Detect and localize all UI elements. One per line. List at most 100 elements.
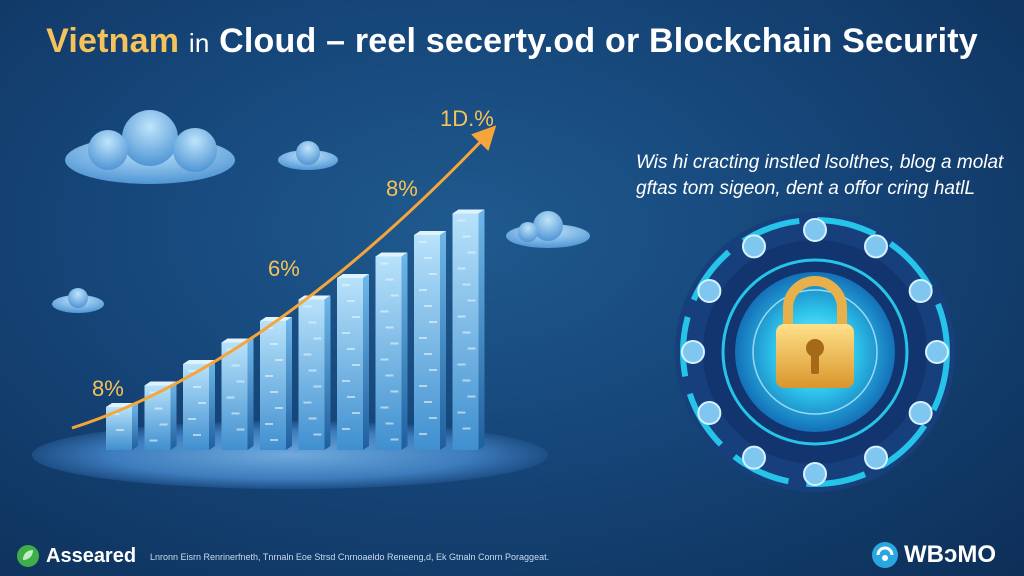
- bar-circuit-mark: [231, 364, 240, 367]
- bar-8: [375, 252, 408, 450]
- brand-left[interactable]: Asseared: [16, 544, 136, 568]
- bar-6: [298, 295, 331, 450]
- bar-circuit-mark: [313, 385, 322, 388]
- bar-circuit-mark: [303, 353, 312, 356]
- network-node-icon: [803, 218, 827, 242]
- bar-side: [132, 403, 138, 450]
- network-node-icon: [742, 445, 766, 470]
- cloud-icon: [506, 211, 590, 248]
- bar-circuit-mark: [467, 251, 476, 254]
- bar-circuit-mark: [188, 370, 196, 372]
- bar-circuit-mark: [193, 434, 201, 436]
- description-line: Wis hi cracting instled lsolthes, blog a…: [636, 152, 1004, 173]
- bar-circuit-mark: [419, 385, 427, 387]
- bar-4: [221, 338, 254, 450]
- bar-series: [106, 209, 485, 450]
- bar-circuit-mark: [149, 439, 158, 442]
- bar-top: [452, 209, 485, 214]
- bar-side: [286, 317, 292, 450]
- network-node-icon: [742, 234, 766, 259]
- title-highlight: Vietnam: [46, 22, 180, 60]
- bar-face: [414, 235, 440, 450]
- brand-right[interactable]: WBɔMO: [870, 540, 996, 570]
- network-node-icon: [864, 234, 888, 259]
- bar-circuit-mark: [467, 347, 476, 350]
- bar-circuit-mark: [270, 439, 278, 441]
- bar-circuit-mark: [429, 321, 437, 323]
- bar-circuit-mark: [193, 386, 201, 388]
- bar-face: [375, 256, 402, 450]
- bar-circuit-mark: [347, 396, 355, 398]
- bar-top: [414, 231, 446, 235]
- bar-circuit-mark: [380, 406, 389, 409]
- bar-circuit-mark: [462, 235, 471, 238]
- bar-side: [401, 252, 408, 450]
- page-title: Vietnam in Cloud – reel secerty.od or Bl…: [0, 22, 1024, 61]
- bar-circuit-mark: [342, 332, 350, 334]
- bar-top: [260, 317, 292, 321]
- network-node-icon: [864, 445, 888, 470]
- bar-circuit-mark: [347, 300, 355, 302]
- network-node-icon: [681, 340, 705, 364]
- network-node-icon: [908, 279, 933, 303]
- bar-side: [440, 231, 446, 450]
- bar-circuit-mark: [390, 294, 399, 297]
- bar-circuit-mark: [275, 359, 283, 361]
- bar-circuit-mark: [424, 305, 432, 307]
- bar-circuit-mark: [467, 299, 476, 302]
- bar-circuit-mark: [342, 380, 350, 382]
- description-line: gftas tom sigeon, dent a offor cring hat…: [636, 178, 976, 199]
- bar-7: [337, 274, 369, 450]
- bar-circuit-mark: [308, 369, 317, 372]
- bar-circuit-mark: [462, 331, 471, 334]
- bar-circuit-mark: [457, 363, 466, 366]
- bar-face: [260, 321, 286, 450]
- bar-circuit-mark: [198, 402, 206, 404]
- bar-9: [414, 231, 446, 450]
- bar-side: [209, 360, 215, 450]
- bar-circuit-mark: [154, 407, 163, 410]
- bar-circuit-mark: [116, 429, 124, 431]
- bar-side: [478, 209, 485, 450]
- bar-face: [221, 342, 248, 450]
- bar-circuit-mark: [457, 411, 466, 414]
- bar-circuit-mark: [457, 219, 466, 222]
- bar-top: [375, 252, 408, 257]
- annotation-label: 8%: [92, 376, 124, 401]
- network-node-icon: [925, 340, 949, 364]
- bar-circuit-mark: [419, 289, 427, 291]
- bar-circuit-mark: [390, 390, 399, 393]
- bar-circuit-mark: [390, 438, 399, 441]
- bar-circuit-mark: [380, 310, 389, 313]
- bar-circuit-mark: [149, 391, 158, 394]
- network-node-icon: [908, 401, 933, 425]
- brand-right-name: WBɔMO: [904, 541, 996, 568]
- bar-circuit-mark: [467, 395, 476, 398]
- bar-circuit-mark: [424, 257, 432, 259]
- bar-side: [170, 381, 177, 450]
- bar-top: [337, 274, 369, 278]
- bar-side: [324, 295, 331, 450]
- bar-circuit-mark: [265, 375, 273, 377]
- bar-circuit-mark: [390, 342, 399, 345]
- brand-logo-icon: [872, 542, 898, 568]
- bar-face: [298, 299, 325, 450]
- bar-circuit-mark: [385, 278, 394, 281]
- cloud-icon: [65, 110, 235, 184]
- bar-side: [247, 338, 254, 450]
- bar-3: [183, 360, 215, 450]
- bar-circuit-mark: [159, 423, 168, 426]
- bar-circuit-mark: [457, 267, 466, 270]
- cloud-icon: [52, 288, 104, 313]
- bar-1: [106, 403, 138, 450]
- title-connector: in: [188, 28, 210, 58]
- bar-circuit-mark: [380, 262, 389, 265]
- bar-10: [452, 209, 485, 450]
- annotation-label: 8%: [386, 176, 418, 201]
- title-rest: Cloud – reel secerty.od or Blockchain Se…: [219, 22, 978, 60]
- bar-circuit-mark: [188, 418, 196, 420]
- bar-circuit-mark: [429, 417, 437, 419]
- bar-circuit-mark: [226, 348, 235, 351]
- bar-circuit-mark: [429, 273, 437, 275]
